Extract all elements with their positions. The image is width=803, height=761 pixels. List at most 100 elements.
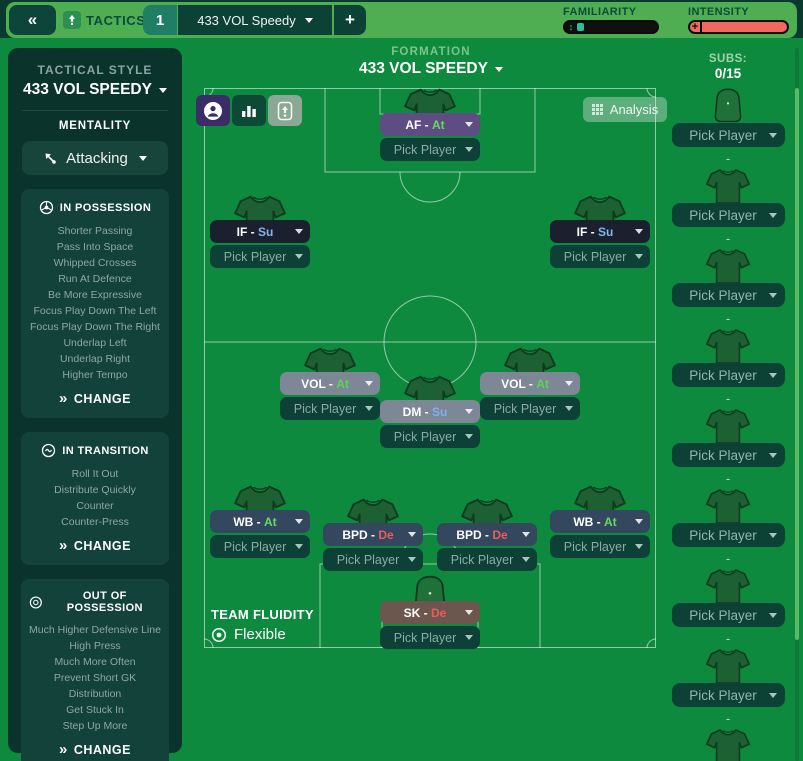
pitch-player: SK - De Pick Player [380, 601, 480, 649]
pick-player-label: Pick Player [689, 287, 757, 303]
sub-shirt-icon [701, 406, 755, 447]
sub-shirt-icon [701, 566, 755, 607]
instruction-item: Pass Into Space [56, 241, 134, 253]
change-out-of-possession-button[interactable]: » CHANGE [29, 742, 161, 757]
add-tactic-button[interactable]: + [334, 5, 366, 35]
chevron-down-icon [365, 381, 373, 386]
sub-value: - [725, 551, 731, 566]
tactic-tab-dropdown[interactable]: 433 VOL Speedy [178, 5, 332, 35]
role-dropdown[interactable]: VOL - At [480, 372, 580, 395]
pick-player-dropdown[interactable]: Pick Player [671, 363, 785, 387]
tactical-style-value: 433 VOL SPEEDY [23, 81, 152, 98]
role-dropdown[interactable]: BPD - De [323, 523, 423, 546]
instruction-item: Whipped Crosses [53, 257, 137, 269]
pick-player-dropdown[interactable]: Pick Player [210, 535, 310, 558]
role-label: VOL - [301, 376, 333, 391]
pick-player-dropdown[interactable]: Pick Player [437, 548, 537, 571]
pick-player-dropdown[interactable]: Pick Player [671, 203, 785, 227]
pick-player-label: Pick Player [336, 552, 400, 567]
chevron-down-icon [465, 434, 473, 439]
stats-view-button[interactable] [232, 95, 266, 126]
role-dropdown[interactable]: WB - At [550, 510, 650, 533]
change-label: CHANGE [73, 392, 131, 406]
pick-player-dropdown[interactable]: Pick Player [550, 535, 650, 558]
collapse-sidebar-button[interactable]: « [9, 5, 56, 35]
subs-list: Pick Player - Pick Player - Pick Player … [666, 86, 790, 761]
pick-player-dropdown[interactable]: Pick Player [380, 626, 480, 649]
chevron-down-icon [408, 557, 416, 562]
target-icon [211, 627, 227, 642]
chevron-down-icon [565, 381, 573, 386]
role-dropdown[interactable]: BPD - De [437, 523, 537, 546]
pick-player-label: Pick Player [393, 142, 457, 157]
pick-player-label: Pick Player [689, 367, 757, 383]
pick-player-dropdown[interactable]: Pick Player [323, 548, 423, 571]
pitch-player: IF - Su Pick Player [210, 220, 310, 268]
chevron-down-icon [768, 132, 777, 138]
instruction-item: Run At Defence [58, 273, 132, 285]
instruction-item: Be More Expressive [48, 289, 142, 301]
mentality-value: Attacking [66, 149, 128, 167]
pick-player-dropdown[interactable]: Pick Player [671, 443, 785, 467]
role-dropdown[interactable]: WB - At [210, 510, 310, 533]
formation-dropdown[interactable]: 433 VOL SPEEDY [190, 60, 672, 78]
chevron-down-icon [365, 406, 373, 411]
chevron-down-icon [295, 544, 303, 549]
grid-icon [591, 104, 603, 115]
section-title: IN POSSESSION [59, 201, 152, 214]
tactical-style-dropdown[interactable]: 433 VOL SPEEDY [8, 81, 182, 99]
pick-player-dropdown[interactable]: Pick Player [671, 603, 785, 627]
pick-player-label: Pick Player [393, 630, 457, 645]
role-label: WB - [573, 514, 601, 529]
chevron-down-icon [768, 532, 777, 538]
pick-player-label: Pick Player [450, 552, 514, 567]
change-in-possession-button[interactable]: » CHANGE [29, 391, 161, 406]
chevron-down-icon [522, 557, 530, 562]
pick-player-dropdown[interactable]: Pick Player [671, 683, 785, 707]
role-dropdown[interactable]: SK - De [380, 601, 480, 624]
pick-player-dropdown[interactable]: Pick Player [671, 123, 785, 147]
duty-label: De [374, 527, 394, 542]
chevron-down-icon [565, 406, 573, 411]
pick-player-dropdown[interactable]: Pick Player [380, 425, 480, 448]
instruction-list: Much Higher Defensive Line High Press Much… [29, 622, 161, 734]
kit-view-button[interactable] [268, 95, 302, 126]
duty-label: De [427, 605, 447, 620]
role-dropdown[interactable]: IF - Su [550, 220, 650, 243]
chevron-down-icon [768, 692, 777, 698]
scrollbar[interactable] [795, 48, 799, 761]
pick-player-dropdown[interactable]: Pick Player [210, 245, 310, 268]
in-transition-card: IN TRANSITION Roll It Out Distribute Quic… [21, 432, 169, 565]
pick-player-dropdown[interactable]: Pick Player [550, 245, 650, 268]
pitch-player: WB - At Pick Player [210, 510, 310, 558]
player-view-button[interactable] [196, 95, 230, 126]
duty-label: At [332, 376, 349, 391]
pick-player-dropdown[interactable]: Pick Player [280, 397, 380, 420]
pick-player-dropdown[interactable]: Pick Player [380, 138, 480, 161]
role-dropdown[interactable]: AF - At [380, 113, 480, 136]
sub-entry: Pick Player - [666, 166, 790, 246]
pick-player-dropdown[interactable]: Pick Player [671, 523, 785, 547]
familiarity-icon: ↕ [568, 22, 574, 32]
attacking-arrow-icon [45, 153, 56, 164]
in-possession-card: IN POSSESSION Shorter Passing Pass Into S… [21, 189, 169, 418]
role-dropdown[interactable]: IF - Su [210, 220, 310, 243]
chevron-down-icon [768, 292, 777, 298]
sub-value: - [725, 151, 731, 166]
tactic-tab-number[interactable]: 1 [143, 5, 177, 35]
pick-player-dropdown[interactable]: Pick Player [671, 283, 785, 307]
instruction-item: Higher Tempo [62, 369, 128, 381]
pick-player-dropdown[interactable]: Pick Player [480, 397, 580, 420]
role-dropdown[interactable]: DM - Su [380, 400, 480, 423]
analysis-button[interactable]: Analysis [583, 97, 667, 122]
sub-entry: Pick Player - [666, 566, 790, 646]
instruction-item: Much More Often [54, 656, 136, 668]
change-in-transition-button[interactable]: » CHANGE [29, 538, 161, 553]
formation-value: 433 VOL SPEEDY [359, 60, 488, 77]
mentality-dropdown[interactable]: Attacking [22, 141, 168, 175]
role-dropdown[interactable]: VOL - At [280, 372, 380, 395]
chevron-down-icon [465, 635, 473, 640]
intensity-bar: + [688, 20, 789, 34]
scrollbar-thumb[interactable] [795, 88, 799, 640]
sub-shirt-icon [701, 246, 755, 287]
